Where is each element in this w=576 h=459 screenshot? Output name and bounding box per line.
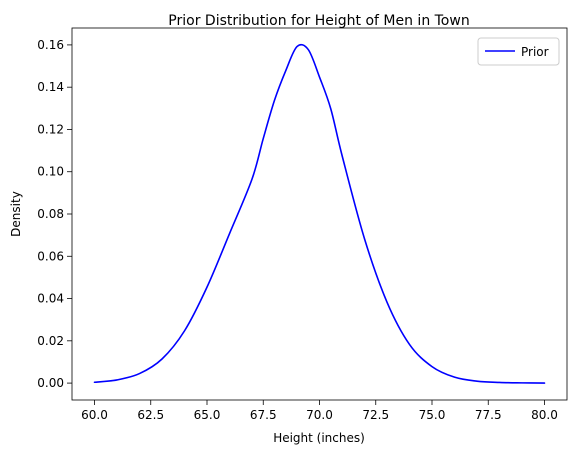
- y-tick-label: 0.12: [37, 122, 64, 136]
- x-tick-label: 67.5: [250, 408, 277, 422]
- y-tick-label: 0.14: [37, 80, 64, 94]
- x-tick-label: 75.0: [419, 408, 446, 422]
- x-axis-ticks: 60.0 62.5 65.0 67.5 70.0 72.5 75.0 77.5 80.0: [81, 400, 558, 422]
- legend: Prior: [477, 37, 560, 66]
- legend-box: [477, 37, 560, 66]
- y-tick-label: 0.16: [37, 38, 64, 52]
- x-tick-label: 72.5: [362, 408, 389, 422]
- y-tick-label: 0.10: [37, 165, 64, 179]
- x-tick-label: 65.0: [194, 408, 221, 422]
- x-tick-label: 70.0: [306, 408, 333, 422]
- chart-title: Prior Distribution for Height of Men in …: [168, 13, 469, 29]
- series-line-prior: [93, 43, 546, 384]
- x-tick-label: 77.5: [475, 408, 502, 422]
- y-axis-label: Density: [9, 191, 23, 237]
- legend-label-prior: Prior: [521, 45, 549, 59]
- x-tick-label: 60.0: [81, 408, 108, 422]
- y-tick-label: 0.00: [37, 376, 64, 390]
- x-tick-label: 80.0: [531, 408, 558, 422]
- y-tick-label: 0.02: [37, 334, 64, 348]
- plot-area: 60.0 62.5 65.0 67.5 70.0 72.5 75.0 77.5 80.0 0.0…: [37, 27, 568, 422]
- y-tick-label: 0.04: [37, 292, 64, 306]
- y-tick-label: 0.08: [37, 207, 64, 221]
- y-axis-ticks: 0.00 0.02 0.04 0.06 0.08 0.10 0.12 0.14 0.16: [37, 38, 72, 390]
- x-axis-label: Height (inches): [273, 431, 365, 445]
- y-tick-label: 0.06: [37, 249, 64, 263]
- x-tick-label: 62.5: [137, 408, 164, 422]
